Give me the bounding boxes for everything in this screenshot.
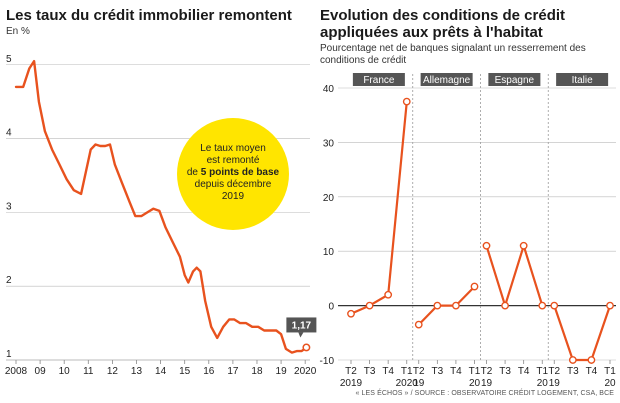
right-panel-label-box — [352, 73, 405, 86]
right-y-tick-label: 30 — [323, 138, 335, 149]
right-x-tick-year-label: 19 — [549, 378, 561, 389]
source-note: « LES ÉCHOS » / SOURCE : OBSERVATOIRE CR… — [355, 390, 614, 397]
right-x-tick-year-label: 20 — [604, 378, 616, 389]
right-x-tick-year-label: 20 — [537, 378, 549, 389]
callout-line3-bold: 5 points de base — [200, 167, 280, 178]
right-x-tick-label: T4 — [382, 366, 394, 377]
right-series-line — [553, 305, 612, 362]
right-x-tick-year-label: 20 — [469, 378, 481, 389]
right-data-point — [606, 301, 614, 310]
callout-line5: 2019 — [221, 191, 245, 202]
right-data-point — [519, 241, 528, 250]
left-x-tick-label: 10 — [59, 366, 71, 377]
right-x-tick-label: T1 — [536, 366, 548, 377]
right-panel-label-box — [420, 73, 473, 86]
right-panel-label: Espagne — [495, 75, 535, 86]
right-data-point — [538, 301, 547, 310]
left-x-tick-label: 09 — [35, 366, 47, 377]
left-end-label-box — [286, 317, 317, 333]
right-data-point — [347, 309, 355, 318]
right-x-tick-label: T3 — [567, 366, 579, 377]
right-y-tick-label: -10 — [320, 356, 335, 367]
right-x-tick-label: T4 — [586, 366, 598, 377]
right-data-point — [587, 356, 596, 364]
left-end-label: 1,17 — [292, 320, 312, 331]
left-x-tick-label: 2020 — [294, 366, 317, 377]
callout-line2: est remonté — [206, 155, 260, 166]
right-x-tick-label: T2 — [413, 366, 425, 377]
right-y-tick-label: 40 — [323, 84, 335, 95]
callout-line3: de 5 points de base — [178, 167, 288, 179]
right-y-tick-label: 0 — [328, 302, 334, 313]
right-data-point — [568, 356, 577, 364]
callout-line4: depuis décembre — [194, 179, 272, 190]
right-x-tick-label: T1 — [401, 366, 413, 377]
right-chart-title: Evolution des conditions de crédit appli… — [320, 7, 566, 41]
left-chart-unit: En % — [6, 26, 30, 37]
left-x-tick-label: 16 — [203, 366, 215, 377]
right-chart-subtitle: Pourcentage net de banques signalant un … — [320, 43, 586, 66]
right-data-point — [365, 301, 374, 310]
right-x-tick-label: T4 — [518, 366, 530, 377]
left-y-tick-label: 3 — [6, 201, 12, 212]
left-x-tick-label: 11 — [83, 366, 94, 377]
right-x-tick-label: T3 — [431, 366, 443, 377]
right-x-tick-label: T3 — [364, 366, 376, 377]
right-data-point — [452, 301, 460, 310]
right-data-point — [501, 301, 509, 310]
callout-line1: Le taux moyen — [200, 143, 266, 154]
left-y-tick-label: 2 — [6, 275, 12, 286]
right-x-tick-label: T2 — [481, 366, 493, 377]
left-x-tick-label: 13 — [131, 366, 143, 377]
right-data-point — [414, 320, 423, 329]
right-data-point — [402, 97, 411, 106]
left-x-tick-label: 12 — [107, 366, 119, 377]
left-end-label-pointer — [298, 332, 304, 338]
left-x-tick-label: 19 — [276, 366, 288, 377]
right-series-line — [350, 101, 408, 315]
left-y-tick-label: 1 — [6, 349, 12, 360]
left-x-tick-label: 14 — [155, 366, 167, 377]
right-x-tick-label: T1 — [469, 366, 481, 377]
left-x-tick-label: 18 — [251, 366, 263, 377]
right-series-line — [418, 285, 476, 326]
right-x-tick-label: T4 — [450, 366, 462, 377]
left-x-tick-label: 17 — [227, 366, 239, 377]
left-end-point — [302, 343, 311, 352]
left-x-tick-label: 15 — [179, 366, 191, 377]
right-series-line — [485, 244, 544, 307]
left-y-tick-label: 5 — [6, 54, 12, 65]
left-y-tick-label: 4 — [6, 128, 12, 139]
left-series-line — [14, 59, 308, 354]
right-data-point — [482, 241, 491, 250]
right-panel-label: Italie — [572, 75, 594, 86]
right-x-tick-label: T2 — [345, 366, 357, 377]
right-y-tick-label: 10 — [323, 247, 335, 258]
right-x-tick-label: T1 — [604, 366, 616, 377]
right-data-point — [384, 290, 393, 299]
right-panel-label: Allemagne — [423, 75, 471, 86]
callout-bubble — [177, 118, 289, 230]
right-x-tick-year-label: 2020 — [396, 378, 419, 389]
right-panel-label-box — [556, 73, 609, 86]
right-panel-label: France — [363, 75, 395, 86]
callout-text: Le taux moyen est remonté de 5 points de… — [178, 143, 288, 203]
right-y-tick-label: 20 — [323, 193, 335, 204]
right-x-tick-year-label: 19 — [413, 378, 425, 389]
right-x-tick-year-label: 2019 — [340, 378, 363, 389]
right-x-tick-label: T3 — [499, 366, 511, 377]
right-panel-label-box — [488, 73, 541, 86]
right-x-tick-label: T2 — [548, 366, 560, 377]
right-data-point — [470, 282, 479, 291]
right-data-point — [433, 301, 442, 310]
left-chart-title: Les taux du crédit immobilier remontent — [6, 7, 292, 24]
left-x-tick-label: 2008 — [5, 366, 28, 377]
right-data-point — [550, 301, 559, 310]
callout-line3-pre: de — [186, 167, 201, 178]
right-x-tick-year-label: 19 — [481, 378, 493, 389]
